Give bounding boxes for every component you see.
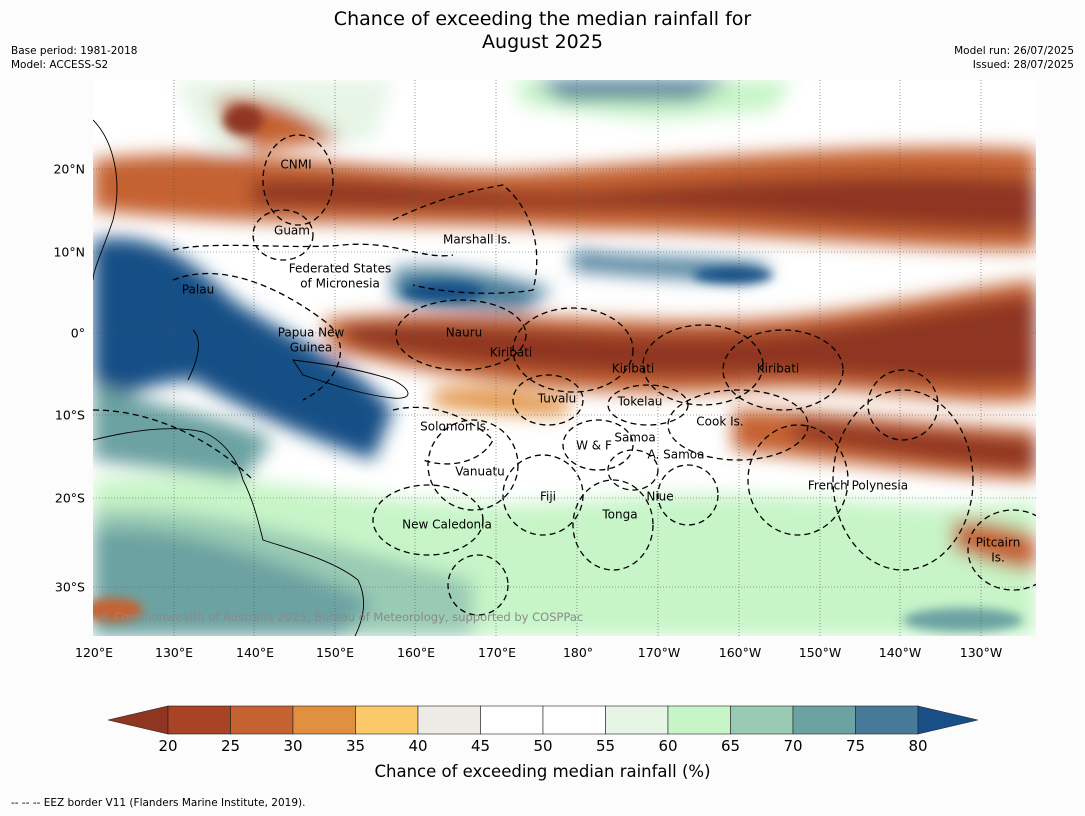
colorbar-bin: [230, 705, 294, 735]
map-title: Chance of exceeding the median rainfall …: [0, 8, 1085, 54]
lat-tick-label: 10°S: [54, 407, 85, 423]
colorbar-tick-label: 55: [595, 737, 616, 755]
lon-tick-label: 170°W: [637, 645, 681, 660]
lon-tick-label: 140°W: [878, 645, 922, 660]
region-label-tokelau: Tokelau: [617, 394, 663, 409]
colorbar-bin: [667, 705, 731, 735]
coastlines: [93, 119, 409, 636]
model-text: Model: ACCESS-S2: [11, 59, 109, 71]
lon-tick-label: 140°E: [235, 645, 275, 660]
region-label-kiribati-east: Kiribati: [756, 361, 800, 376]
region-label-png-line1: Papua New: [277, 325, 345, 340]
meta-left: Base period: 1981-2018 Model: ACCESS-S2: [11, 44, 137, 72]
region-label-marshall-islands: Marshall Is.: [443, 232, 511, 247]
colorbar-tick-label: 35: [345, 737, 366, 755]
region-label-kiribati-west: Kiribati: [489, 345, 533, 360]
colorbar-bin: [417, 705, 481, 735]
colorbar-tick-label: 20: [158, 737, 178, 755]
title-line-2: August 2025: [482, 31, 603, 53]
region-label-cook-islands: Cook Is.: [696, 414, 744, 429]
lon-tick-label: 180°: [562, 645, 594, 660]
map-canvas: [93, 80, 1036, 636]
lat-tick-label: 30°S: [54, 579, 85, 595]
lat-tick-label: 20°N: [53, 161, 85, 177]
region-label-samoa: Samoa: [614, 430, 656, 445]
lon-tick-label: 120°E: [74, 645, 114, 660]
colorbar-bin: [792, 705, 856, 735]
region-label-fsm-line1: Federated States: [288, 261, 392, 276]
colorbar-extend-low: [107, 705, 169, 735]
region-label-nauru: Nauru: [445, 325, 483, 340]
issued-text: Issued: 28/07/2025: [972, 59, 1074, 71]
colorbar-bin: [292, 705, 356, 735]
lon-tick-label: 150°E: [315, 645, 355, 660]
lat-tick-label: 20°S: [54, 490, 85, 506]
lat-tick-label: 10°N: [53, 244, 85, 260]
region-label-tonga: Tonga: [602, 507, 638, 522]
region-label-new-caledonia: New Caledonia: [402, 517, 492, 532]
colorbar-graphic: [107, 705, 979, 735]
graticule: [93, 80, 1036, 636]
title-line-1: Chance of exceeding the median rainfall …: [333, 8, 752, 30]
region-label-vanuatu: Vanuatu: [455, 464, 505, 479]
base-period-text: Base period: 1981-2018: [11, 45, 138, 57]
region-label-pitcairn-line1: Pitcairn: [975, 535, 1021, 550]
lon-tick-label: 170°E: [477, 645, 517, 660]
region-label-cnmi: CNMI: [280, 157, 312, 172]
colorbar-tick-label: 45: [470, 737, 491, 755]
colorbar-title: Chance of exceeding median rainfall (%): [374, 762, 711, 781]
field-details: [93, 105, 1023, 632]
region-label-solomon-islands: Solomon Is.: [420, 419, 490, 434]
colorbar-tick-label: 30: [283, 737, 303, 755]
colorbar-tick-label: 60: [658, 737, 678, 755]
region-label-french-polynesia: French Polynesia: [807, 478, 909, 493]
region-label-guam: Guam: [274, 223, 310, 238]
colorbar-tick-label: 65: [720, 737, 741, 755]
region-label-tuvalu: Tuvalu: [537, 391, 577, 406]
colorbar-bin: [730, 705, 794, 735]
region-label-fsm-line2: of Micronesia: [300, 276, 380, 291]
lon-tick-label: 130°W: [959, 645, 1003, 660]
lon-tick-label: 130°E: [154, 645, 194, 660]
colorbar-extend-high: [917, 705, 979, 735]
region-label-wallis-futuna: W & F: [576, 438, 612, 453]
region-label-fiji: Fiji: [539, 489, 557, 504]
probability-field: [93, 80, 1036, 636]
region-label-palau: Palau: [181, 282, 215, 297]
lon-tick-label: 160°E: [396, 645, 436, 660]
region-label-american-samoa: A. Samoa: [647, 447, 705, 462]
region-label-niue: Niue: [646, 489, 674, 504]
colorbar-bin: [855, 705, 919, 735]
eez-footnote: -- -- -- EEZ border V11 (Flanders Marine…: [11, 797, 306, 809]
copyright-notice: © Commonwealth of Australia 2025, Bureau…: [99, 610, 584, 624]
eez-borders: [93, 134, 1036, 616]
region-label-pitcairn-line2: Is.: [991, 550, 1005, 565]
colorbar-bin: [480, 705, 544, 735]
meta-right: Model run: 26/07/2025 Issued: 28/07/2025: [954, 44, 1074, 72]
colorbar-tick-label: 40: [408, 737, 428, 755]
lon-tick-label: 160°W: [718, 645, 762, 660]
rainfall-probability-map[interactable]: [93, 80, 1036, 636]
colorbar-bin: [167, 705, 231, 735]
lon-tick-label: 150°W: [798, 645, 842, 660]
model-run-text: Model run: 26/07/2025: [954, 45, 1074, 57]
colorbar-bin: [605, 705, 669, 735]
colorbar-tick-label: 75: [845, 737, 866, 755]
colorbar-tick-label: 50: [533, 737, 553, 755]
colorbar: [107, 705, 979, 739]
colorbar-tick-label: 70: [783, 737, 803, 755]
colorbar-bin: [542, 705, 606, 735]
colorbar-tick-label: 25: [220, 737, 241, 755]
lat-tick-label: 0°: [70, 325, 85, 341]
region-label-png-line2: Guinea: [289, 340, 333, 355]
colorbar-bin: [355, 705, 419, 735]
region-label-kiribati-central: Kiribati: [611, 361, 655, 376]
colorbar-tick-label: 80: [908, 737, 928, 755]
